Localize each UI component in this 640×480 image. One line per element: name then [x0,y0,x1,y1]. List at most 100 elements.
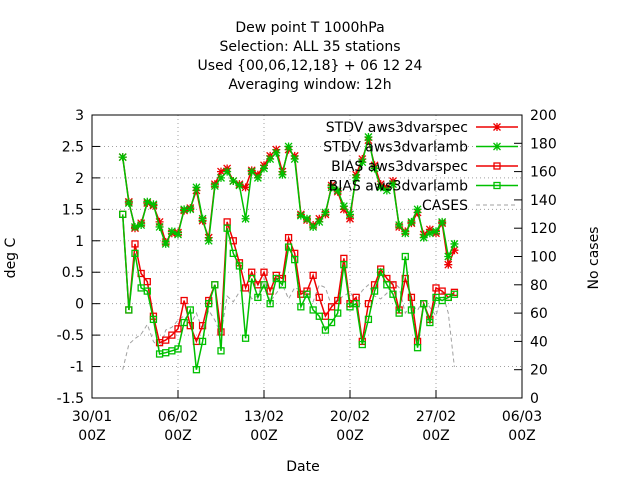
legend-label: BIAS aws3dvarspec [331,159,468,175]
marker [420,300,428,308]
series-line [122,275,455,370]
chart-title: Averaging window: 12h [228,77,391,93]
marker [235,262,244,270]
marker [407,217,416,226]
marker [327,318,336,327]
marker [450,290,459,298]
legend-marker [493,123,501,131]
marker [168,331,176,339]
marker [217,347,225,355]
marker [339,202,348,211]
legend-marker [493,142,501,151]
marker [192,183,201,192]
marker [450,246,459,255]
marker [401,229,410,238]
y2-tick-label: 100 [530,250,557,266]
marker [125,306,133,314]
marker [358,340,366,349]
y2-tick-label: 80 [530,278,548,294]
y2-tick-label: 160 [530,165,557,181]
legend-label: STDV aws3dvarlamb [323,140,468,156]
marker [321,326,330,334]
y2-axis-label: No cases [586,227,602,290]
marker [149,315,158,324]
marker [382,186,391,195]
marker [131,249,139,258]
marker [364,315,373,324]
marker [205,300,213,308]
marker [284,233,293,242]
y-tick-label: -0.5 [57,328,84,344]
marker [248,274,256,283]
marker [174,345,182,353]
marker [217,328,225,336]
marker [278,170,287,179]
marker [309,222,318,231]
marker [174,230,182,239]
marker [118,153,127,162]
marker [186,306,194,314]
marker [340,261,348,269]
marker [180,318,188,327]
marker [217,167,225,176]
marker [131,222,139,231]
y2-tick-label: 140 [530,193,557,209]
chart-title: Used {00,06,12,18} + 06 12 24 [198,58,423,74]
marker [432,227,440,236]
y2-tick-label: 20 [530,363,548,379]
legend-marker [493,162,501,170]
y2-tick-label: 60 [530,306,548,322]
marker [186,205,195,214]
marker [419,233,428,242]
marker [389,290,397,298]
y-tick-label: 1.5 [62,202,84,218]
marker [303,290,311,298]
legend-label: CASES [422,198,468,214]
y-tick-label: 0 [75,297,84,313]
marker [444,252,453,261]
marker [229,249,237,258]
marker [334,296,342,305]
marker [309,271,317,280]
marker [254,293,262,302]
marker [155,217,164,226]
x-tick-label: 06/03 00Z [502,409,542,444]
marker [223,167,232,176]
marker [143,197,152,206]
marker [260,164,268,173]
marker [321,208,330,217]
marker [223,224,231,232]
marker [334,309,342,317]
y-tick-label: -1 [70,360,84,376]
marker [352,300,360,308]
marker [315,293,323,302]
marker [346,214,354,223]
marker [303,214,311,223]
marker [315,217,324,226]
marker [198,214,207,223]
marker [272,148,281,157]
marker [149,200,158,209]
marker [272,274,280,283]
marker [284,142,293,151]
marker [444,260,453,269]
marker [260,268,268,276]
marker [407,306,416,314]
marker [143,287,151,295]
marker [131,240,139,248]
y-tick-label: 2.5 [62,139,84,155]
marker [161,239,170,248]
marker [438,217,447,226]
marker [253,173,262,182]
y-tick-label: 2 [75,171,84,187]
marker [395,221,404,230]
marker [155,222,164,231]
marker [241,183,250,192]
series-line [121,214,455,370]
marker [180,205,189,214]
marker [266,155,275,164]
marker [174,325,182,333]
marker [180,296,188,305]
y2-tick-label: 180 [530,136,557,152]
